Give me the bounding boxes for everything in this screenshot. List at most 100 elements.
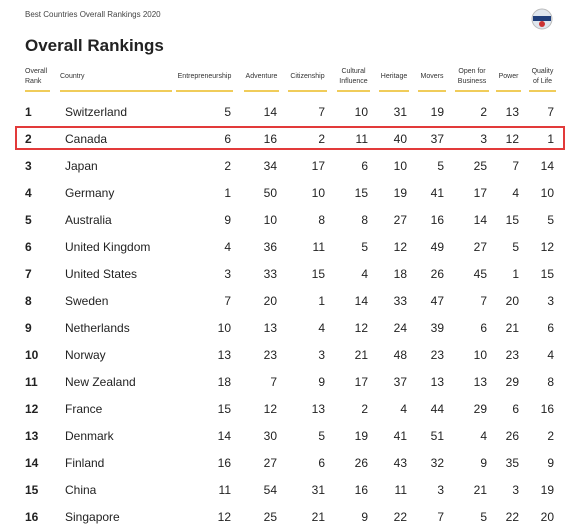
score: 5	[512, 240, 519, 254]
score: 19	[354, 429, 368, 443]
score: 13	[430, 375, 444, 389]
score: 31	[311, 483, 325, 497]
score: 4	[480, 429, 487, 443]
score: 15	[354, 186, 368, 200]
rank: 5	[25, 213, 32, 227]
score: 4	[400, 402, 407, 416]
score: 14	[217, 429, 231, 443]
score: 14	[354, 294, 368, 308]
score: 1	[512, 267, 519, 281]
score: 26	[505, 429, 519, 443]
country: Switzerland	[65, 105, 128, 119]
score: 23	[430, 348, 444, 362]
score: 48	[393, 348, 407, 362]
score: 54	[263, 483, 277, 497]
country: Norway	[65, 348, 106, 362]
score: 9	[318, 375, 325, 389]
rank: 7	[25, 267, 32, 281]
score: 26	[430, 267, 444, 281]
column-header: Adventure	[244, 66, 279, 92]
score: 11	[355, 132, 368, 146]
score: 12	[263, 402, 277, 416]
column-header: Country	[60, 66, 172, 92]
rank: 2	[25, 132, 32, 146]
score: 36	[263, 240, 277, 254]
country: Denmark	[65, 429, 114, 443]
score: 13	[505, 105, 519, 119]
column-header: Quality of Life	[529, 66, 556, 92]
score: 10	[354, 105, 368, 119]
score: 27	[473, 240, 487, 254]
score: 27	[263, 456, 277, 470]
score: 2	[547, 429, 554, 443]
score: 49	[430, 240, 444, 254]
score: 27	[393, 213, 407, 227]
score: 18	[217, 375, 231, 389]
score: 34	[263, 159, 277, 173]
score: 10	[263, 213, 277, 227]
score: 2	[480, 105, 487, 119]
score: 12	[540, 240, 554, 254]
score: 5	[480, 510, 487, 524]
score: 41	[393, 429, 407, 443]
country: United Kingdom	[65, 240, 151, 254]
score: 12	[505, 132, 519, 146]
country: Finland	[65, 456, 105, 470]
score: 9	[480, 456, 487, 470]
score: 19	[393, 186, 407, 200]
score: 24	[393, 321, 407, 335]
rank: 14	[25, 456, 39, 470]
score: 7	[437, 510, 444, 524]
score: 4	[361, 267, 368, 281]
score: 44	[430, 402, 444, 416]
score: 1	[547, 132, 554, 146]
score: 25	[473, 159, 487, 173]
subtitle: Best Countries Overall Rankings 2020	[25, 10, 161, 19]
score: 33	[393, 294, 407, 308]
score: 15	[540, 267, 554, 281]
score: 21	[505, 321, 519, 335]
score: 29	[473, 402, 487, 416]
column-header: Cultural Influence	[337, 66, 370, 92]
score: 13	[263, 321, 277, 335]
score: 12	[393, 240, 407, 254]
country: China	[65, 483, 97, 497]
column-header: Entrepreneurship	[176, 66, 233, 92]
rank: 1	[25, 105, 32, 119]
rank: 6	[25, 240, 32, 254]
score: 21	[473, 483, 487, 497]
country: New Zealand	[65, 375, 136, 389]
score: 41	[430, 186, 444, 200]
score: 2	[318, 132, 325, 146]
score: 10	[540, 186, 554, 200]
score: 20	[263, 294, 277, 308]
score: 7	[224, 294, 231, 308]
score: 10	[311, 186, 325, 200]
score: 14	[473, 213, 487, 227]
column-header: Power	[496, 66, 521, 92]
score: 16	[540, 402, 554, 416]
score: 29	[505, 375, 519, 389]
score: 5	[437, 159, 444, 173]
score: 23	[505, 348, 519, 362]
country: Australia	[65, 213, 112, 227]
score: 13	[311, 402, 325, 416]
score: 26	[354, 456, 368, 470]
score: 23	[263, 348, 277, 362]
column-header: Movers	[418, 66, 446, 92]
score: 20	[505, 294, 519, 308]
score: 12	[217, 510, 231, 524]
rank: 15	[25, 483, 39, 497]
score: 51	[430, 429, 444, 443]
score: 15	[505, 213, 519, 227]
score: 11	[312, 240, 325, 254]
country: Germany	[65, 186, 115, 200]
score: 31	[393, 105, 407, 119]
score: 1	[224, 186, 231, 200]
score: 4	[512, 186, 519, 200]
score: 18	[393, 267, 407, 281]
score: 19	[540, 483, 554, 497]
rank: 8	[25, 294, 32, 308]
score: 43	[393, 456, 407, 470]
